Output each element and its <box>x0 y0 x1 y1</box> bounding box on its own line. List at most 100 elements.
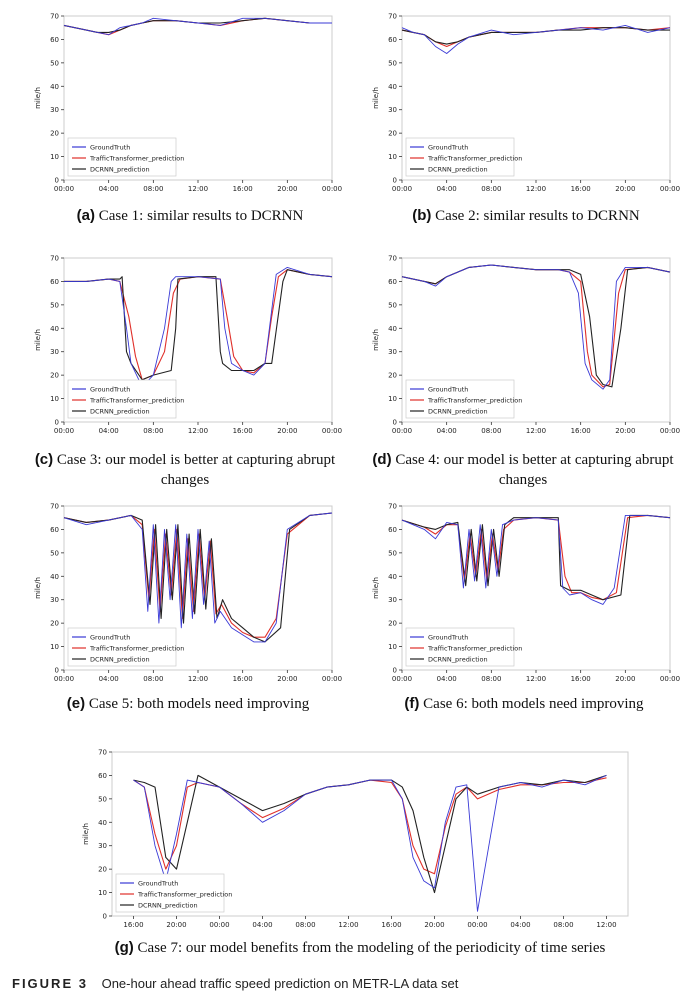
caption-d-text: Case 4: our model is better at capturing… <box>395 452 674 488</box>
x-tick-label-f-3: 12:00 <box>526 675 546 683</box>
y-tick-label-e-3: 30 <box>50 596 59 604</box>
y-tick-label-b-2: 20 <box>388 130 397 138</box>
y-tick-label-d-0: 0 <box>393 419 397 427</box>
x-tick-label-d-3: 12:00 <box>526 427 546 435</box>
x-tick-label-f-5: 20:00 <box>615 675 635 683</box>
caption-f: (f) Case 6: both models need improving <box>372 694 676 714</box>
caption-d-letter: (d) <box>372 451 392 468</box>
chart-svg-g: 0 10 20 30 40 50 60 70 16:00 20:00 00:00 04:00 08:00… <box>82 749 629 929</box>
x-tick-label-g-9: 04:00 <box>510 921 530 929</box>
legend-label-a-2: DCRNN_prediction <box>90 165 150 173</box>
y-tick-label-f-6: 60 <box>388 526 397 534</box>
series-line-g-groundtruth <box>133 774 607 912</box>
y-tick-label-d-1: 10 <box>388 395 397 403</box>
chart-panel-b: 0 10 20 30 40 50 60 70 00:00 04:00 08:00 12:00 16:00… <box>366 6 680 202</box>
y-tick-label-e-6: 60 <box>50 526 59 534</box>
x-tick-label-e-3: 12:00 <box>188 675 208 683</box>
legend-label-b-0: GroundTruth <box>428 143 468 151</box>
x-tick-label-c-2: 08:00 <box>143 427 163 435</box>
y-tick-label-f-0: 0 <box>393 667 397 675</box>
legend-label-c-1: TrafficTransformer_prediction <box>89 396 184 404</box>
legend-label-b-2: DCRNN_prediction <box>428 165 488 173</box>
y-axis-label-e: mile/h <box>34 577 42 599</box>
legend-label-d-0: GroundTruth <box>428 385 468 393</box>
legend-label-f-0: GroundTruth <box>428 633 468 641</box>
y-tick-label-c-2: 20 <box>50 372 59 380</box>
legend-label-e-1: TrafficTransformer_prediction <box>89 644 184 652</box>
y-tick-label-g-0: 0 <box>103 913 107 921</box>
legend-box-a <box>67 137 177 177</box>
legend-label-a-0: GroundTruth <box>90 143 130 151</box>
legend-label-g-1: TrafficTransformer_prediction <box>137 890 232 898</box>
x-tick-label-d-2: 08:00 <box>481 427 501 435</box>
y-tick-label-c-0: 0 <box>55 419 59 427</box>
chart-svg-c: 0 10 20 30 40 50 60 70 00:00 04:00 08:00 12:00 16:00… <box>34 255 342 436</box>
caption-e: (e) Case 5: both models need improving <box>36 694 340 714</box>
x-tick-label-a-0: 00:00 <box>54 185 74 193</box>
y-tick-label-g-1: 10 <box>98 889 107 897</box>
y-tick-label-b-0: 0 <box>393 177 397 185</box>
x-tick-label-d-4: 16:00 <box>571 427 591 435</box>
x-tick-label-g-4: 08:00 <box>295 921 315 929</box>
x-tick-label-g-2: 00:00 <box>209 921 229 929</box>
x-tick-label-b-6: 00:00 <box>660 185 680 193</box>
y-tick-label-a-6: 60 <box>50 36 59 44</box>
y-tick-label-b-7: 70 <box>388 13 397 21</box>
caption-d: (d) Case 4: our model is better at captu… <box>368 450 678 490</box>
y-tick-label-d-2: 20 <box>388 372 397 380</box>
chart-svg-f: 0 10 20 30 40 50 60 70 00:00 04:00 08:00 12:00 16:00… <box>372 503 680 684</box>
y-tick-label-a-3: 30 <box>50 106 59 114</box>
x-tick-label-d-1: 04:00 <box>437 427 457 435</box>
y-tick-label-e-5: 50 <box>50 549 59 557</box>
caption-c-letter: (c) <box>34 451 54 468</box>
y-tick-label-f-3: 30 <box>388 596 397 604</box>
caption-b-letter: (b) <box>412 207 432 224</box>
y-tick-label-b-3: 30 <box>388 106 397 114</box>
caption-c: (c) Case 3: our model is better at captu… <box>30 450 340 490</box>
caption-g-text: Case 7: our model benefits from the mode… <box>137 940 606 956</box>
caption-e-letter: (e) <box>66 695 86 712</box>
x-tick-label-d-6: 00:00 <box>660 427 680 435</box>
x-tick-label-a-6: 00:00 <box>322 185 342 193</box>
series-line-b-groundtruth <box>401 24 671 54</box>
series-line-a-groundtruth <box>63 17 332 36</box>
x-tick-label-c-0: 00:00 <box>54 427 74 435</box>
x-tick-label-a-4: 16:00 <box>233 185 253 193</box>
legend-label-d-1: TrafficTransformer_prediction <box>427 396 522 404</box>
caption-b-text: Case 2: similar results to DCRNN <box>435 208 640 224</box>
y-tick-label-g-5: 50 <box>98 795 107 803</box>
x-tick-label-c-1: 04:00 <box>99 427 119 435</box>
y-tick-label-g-6: 60 <box>98 772 107 780</box>
x-tick-label-g-5: 12:00 <box>338 921 358 929</box>
series-line-f-groundtruth <box>401 514 671 605</box>
caption-g-letter: (g) <box>114 939 134 956</box>
y-tick-label-d-3: 30 <box>388 348 397 356</box>
caption-b: (b) Case 2: similar results to DCRNN <box>376 206 676 226</box>
x-tick-label-e-4: 16:00 <box>233 675 253 683</box>
y-tick-label-a-2: 20 <box>50 130 59 138</box>
caption-a: (a) Case 1: similar results to DCRNN <box>40 206 340 226</box>
chart-svg-e: 0 10 20 30 40 50 60 70 00:00 04:00 08:00 12:00 16:00… <box>34 503 342 684</box>
caption-c-text: Case 3: our model is better at capturing… <box>56 452 336 488</box>
legend-label-g-0: GroundTruth <box>138 879 178 887</box>
x-tick-label-c-5: 20:00 <box>277 427 297 435</box>
figure-caption: FIGURE 3 One-hour ahead traffic speed pr… <box>12 976 458 991</box>
series-line-e-groundtruth <box>63 512 333 643</box>
legend-box-b <box>405 137 515 177</box>
y-axis-label-f: mile/h <box>372 577 380 599</box>
y-tick-label-b-1: 10 <box>388 153 397 161</box>
legend-label-b-1: TrafficTransformer_prediction <box>427 154 522 162</box>
legend-label-d-2: DCRNN_prediction <box>428 407 488 415</box>
x-tick-label-g-6: 16:00 <box>381 921 401 929</box>
x-tick-label-g-7: 20:00 <box>424 921 444 929</box>
x-tick-label-c-4: 16:00 <box>233 427 253 435</box>
x-tick-label-g-0: 16:00 <box>123 921 143 929</box>
x-tick-label-b-3: 12:00 <box>526 185 546 193</box>
y-tick-label-b-6: 60 <box>388 36 397 44</box>
legend-label-e-2: DCRNN_prediction <box>90 655 150 663</box>
y-tick-label-c-7: 70 <box>50 255 59 263</box>
y-tick-label-g-3: 30 <box>98 842 107 850</box>
y-axis-label-a: mile/h <box>34 87 42 109</box>
y-tick-label-a-0: 0 <box>55 177 59 185</box>
x-tick-label-a-1: 04:00 <box>99 185 119 193</box>
